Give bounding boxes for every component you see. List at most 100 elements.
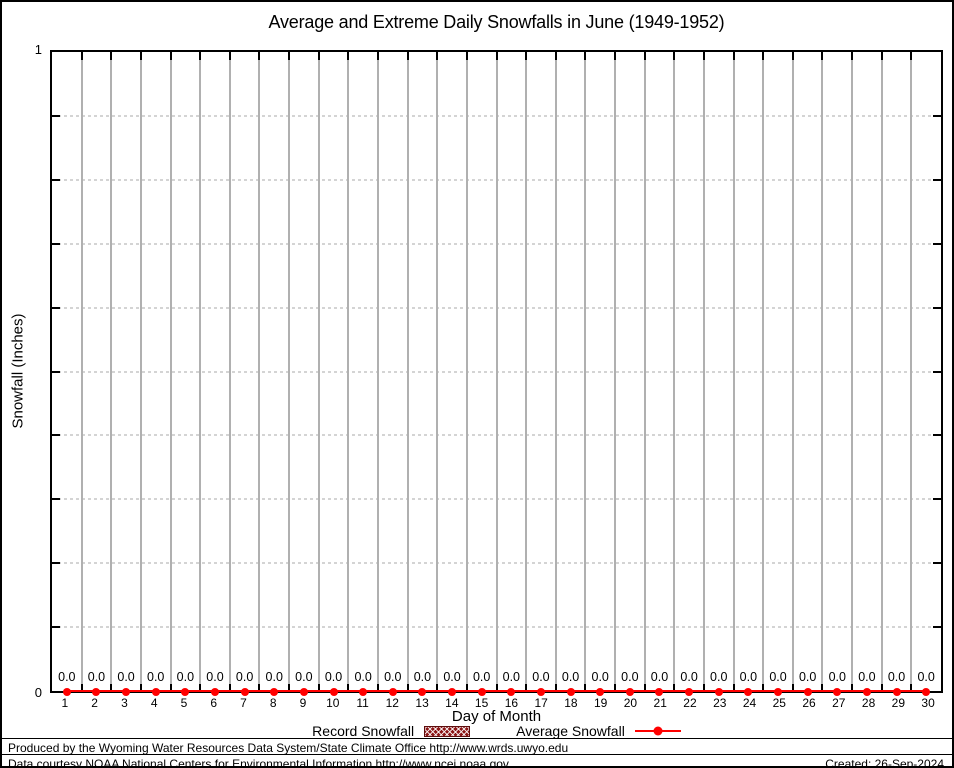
data-point-marker (210, 688, 219, 696)
v-gridline (525, 52, 528, 691)
v-gridline (465, 52, 468, 691)
average-snowfall-line (66, 690, 927, 692)
value-label: 0.0 (384, 670, 402, 684)
data-point-marker (922, 688, 931, 696)
x-tick-label: 17 (534, 696, 548, 710)
data-point-marker (448, 688, 457, 696)
data-point-marker (685, 688, 694, 696)
data-point-marker (477, 688, 486, 696)
x-boundary-tick (702, 52, 705, 60)
v-gridline (347, 52, 350, 691)
x-boundary-tick (554, 52, 557, 60)
data-point-marker (151, 688, 160, 696)
value-label: 0.0 (532, 670, 550, 684)
x-tick-label: 18 (564, 696, 578, 710)
value-label: 0.0 (235, 670, 254, 684)
x-boundary-tick (228, 684, 231, 691)
value-label: 0.0 (295, 670, 313, 684)
x-tick-label: 14 (445, 696, 459, 710)
x-boundary-tick (169, 52, 172, 60)
x-tick-label: 11 (356, 696, 369, 710)
data-point-marker (625, 688, 634, 696)
value-label: 0.0 (147, 670, 165, 684)
x-tick-label: 30 (921, 696, 935, 710)
data-point-marker (714, 688, 723, 696)
data-point-marker (299, 688, 308, 696)
footer-data-courtesy: Data courtesy NOAA National Centers for … (8, 757, 509, 768)
value-label: 0.0 (58, 670, 76, 684)
value-label: 0.0 (591, 670, 609, 684)
x-boundary-tick (910, 684, 913, 691)
x-boundary-tick (495, 52, 498, 60)
x-tick-label: 7 (240, 696, 247, 710)
y-minor-tick (52, 498, 60, 501)
value-label: 0.0 (739, 670, 758, 684)
x-tick-label: 19 (593, 696, 608, 710)
data-point-marker (122, 688, 131, 696)
value-label: 0.0 (858, 670, 876, 684)
value-label: 0.0 (413, 670, 432, 684)
footer-produced-by: Produced by the Wyoming Water Resources … (8, 741, 569, 755)
x-boundary-tick (139, 52, 142, 60)
x-boundary-tick (791, 684, 794, 691)
x-boundary-tick (851, 52, 854, 60)
x-tick-label: 20 (623, 696, 638, 710)
data-point-marker (270, 688, 279, 696)
x-boundary-tick (288, 52, 291, 60)
v-gridline (228, 52, 231, 691)
x-tick-label: 26 (802, 696, 816, 710)
v-gridline (614, 52, 617, 691)
x-tick-label: 29 (891, 696, 906, 710)
x-boundary-tick (584, 52, 587, 60)
x-boundary-tick (406, 52, 409, 60)
value-label: 0.0 (887, 670, 906, 684)
x-tick-label: 21 (653, 696, 667, 710)
x-boundary-tick (376, 52, 379, 60)
x-boundary-tick (762, 684, 765, 691)
x-axis-tick-labels: 1 2 3 4 5 6 7 8 9 10 11 12 13 14 15 16 17 18 19 20 21 22 23 24 2… (50, 696, 943, 710)
record-snowfall-swatch-icon (424, 725, 471, 737)
x-tick-label: 15 (474, 696, 489, 710)
data-point-marker (240, 688, 249, 696)
chart-legend: Record Snowfall Average Snowfall (50, 723, 943, 739)
y-minor-tick (933, 178, 941, 181)
v-gridline (139, 52, 142, 691)
x-boundary-tick (880, 52, 883, 60)
x-boundary-tick (614, 684, 617, 691)
y-minor-tick (52, 178, 60, 181)
x-boundary-tick (673, 684, 676, 691)
x-tick-label: 8 (269, 696, 277, 710)
x-boundary-tick (821, 684, 824, 691)
x-boundary-tick (110, 52, 113, 60)
x-boundary-tick (584, 684, 587, 691)
x-tick-label: 16 (504, 696, 519, 710)
x-tick-label: 4 (150, 696, 158, 710)
x-boundary-tick (169, 684, 172, 691)
value-label: 0.0 (354, 670, 372, 684)
x-boundary-tick (317, 684, 320, 691)
v-gridline (791, 52, 794, 691)
x-boundary-tick (643, 52, 646, 60)
v-gridline (110, 52, 113, 691)
x-boundary-tick (347, 52, 350, 60)
v-gridline (702, 52, 705, 691)
x-tick-label: 12 (385, 696, 399, 710)
v-gridline (821, 52, 824, 691)
x-axis-label: Day of Month (451, 708, 542, 725)
y-minor-tick (933, 498, 941, 501)
x-tick-label: 22 (683, 696, 697, 710)
v-gridline (851, 52, 854, 691)
data-point-marker (536, 688, 545, 696)
y-minor-tick (933, 626, 941, 629)
y-minor-tick (52, 242, 60, 245)
data-point-marker (388, 688, 397, 696)
data-point-marker (418, 688, 427, 696)
x-tick-label: 25 (772, 696, 786, 710)
x-boundary-tick (525, 52, 528, 60)
x-tick-label: 6 (210, 696, 218, 710)
data-point-marker (329, 688, 338, 696)
x-boundary-tick (436, 52, 439, 60)
data-point-marker (803, 688, 812, 696)
x-tick-label: 2 (91, 696, 98, 710)
x-boundary-tick (702, 684, 705, 691)
